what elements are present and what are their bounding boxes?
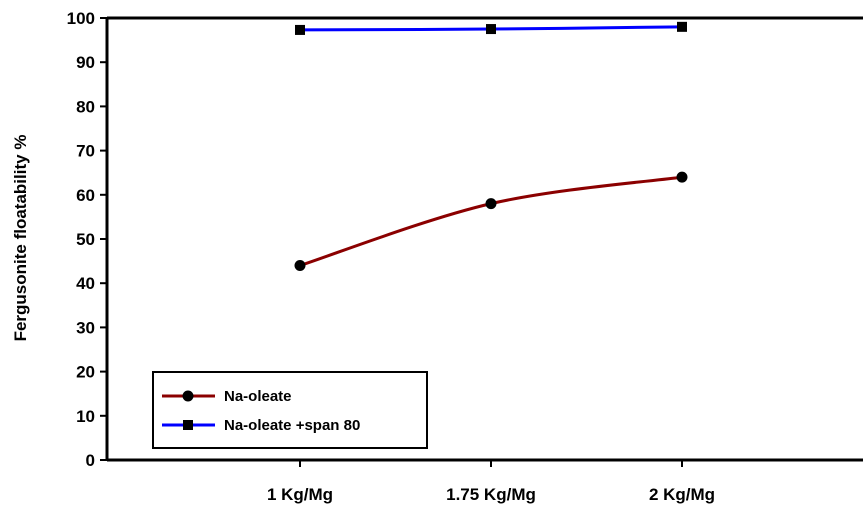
- legend-marker: [182, 390, 194, 402]
- y-tick-label: 20: [76, 363, 95, 382]
- x-tick-label: 1.75 Kg/Mg: [446, 485, 536, 504]
- data-point: [295, 24, 305, 35]
- series-line: [299, 175, 683, 267]
- series-na-oleate-span-80: [295, 21, 687, 35]
- x-tick-label: 1 Kg/Mg: [267, 485, 333, 504]
- y-axis-label: Fergusonite floatability %: [11, 135, 30, 342]
- y-tick-label: 50: [76, 230, 95, 249]
- legend-box: [152, 371, 428, 449]
- y-tick-label: 100: [67, 9, 95, 28]
- y-tick-label: 70: [76, 142, 95, 161]
- y-axis: 0 10 20 30 40 50 60 70 80 90 100: [67, 9, 107, 470]
- y-tick-label: 0: [86, 451, 95, 470]
- y-tick-label: 90: [76, 53, 95, 72]
- legend-label: Na-oleate: [224, 388, 292, 405]
- x-axis: 1 Kg/Mg 1.75 Kg/Mg 2 Kg/Mg: [267, 460, 715, 504]
- data-point: [294, 260, 306, 272]
- data-point: [486, 24, 496, 35]
- y-tick-label: 40: [76, 274, 95, 293]
- data-point: [485, 198, 497, 210]
- y-tick-label: 10: [76, 407, 95, 426]
- legend-marker: [183, 420, 193, 430]
- y-tick-label: 30: [76, 318, 95, 337]
- data-point: [677, 21, 687, 32]
- y-tick-label: 60: [76, 186, 95, 205]
- data-point: [676, 171, 688, 183]
- legend: Na-oleate Na-oleate +span 80: [152, 371, 428, 449]
- series-na-oleate: [294, 171, 688, 272]
- legend-label: Na-oleate +span 80: [224, 417, 360, 434]
- series-layer: [294, 21, 688, 272]
- y-tick-label: 80: [76, 97, 95, 116]
- x-tick-label: 2 Kg/Mg: [649, 485, 715, 504]
